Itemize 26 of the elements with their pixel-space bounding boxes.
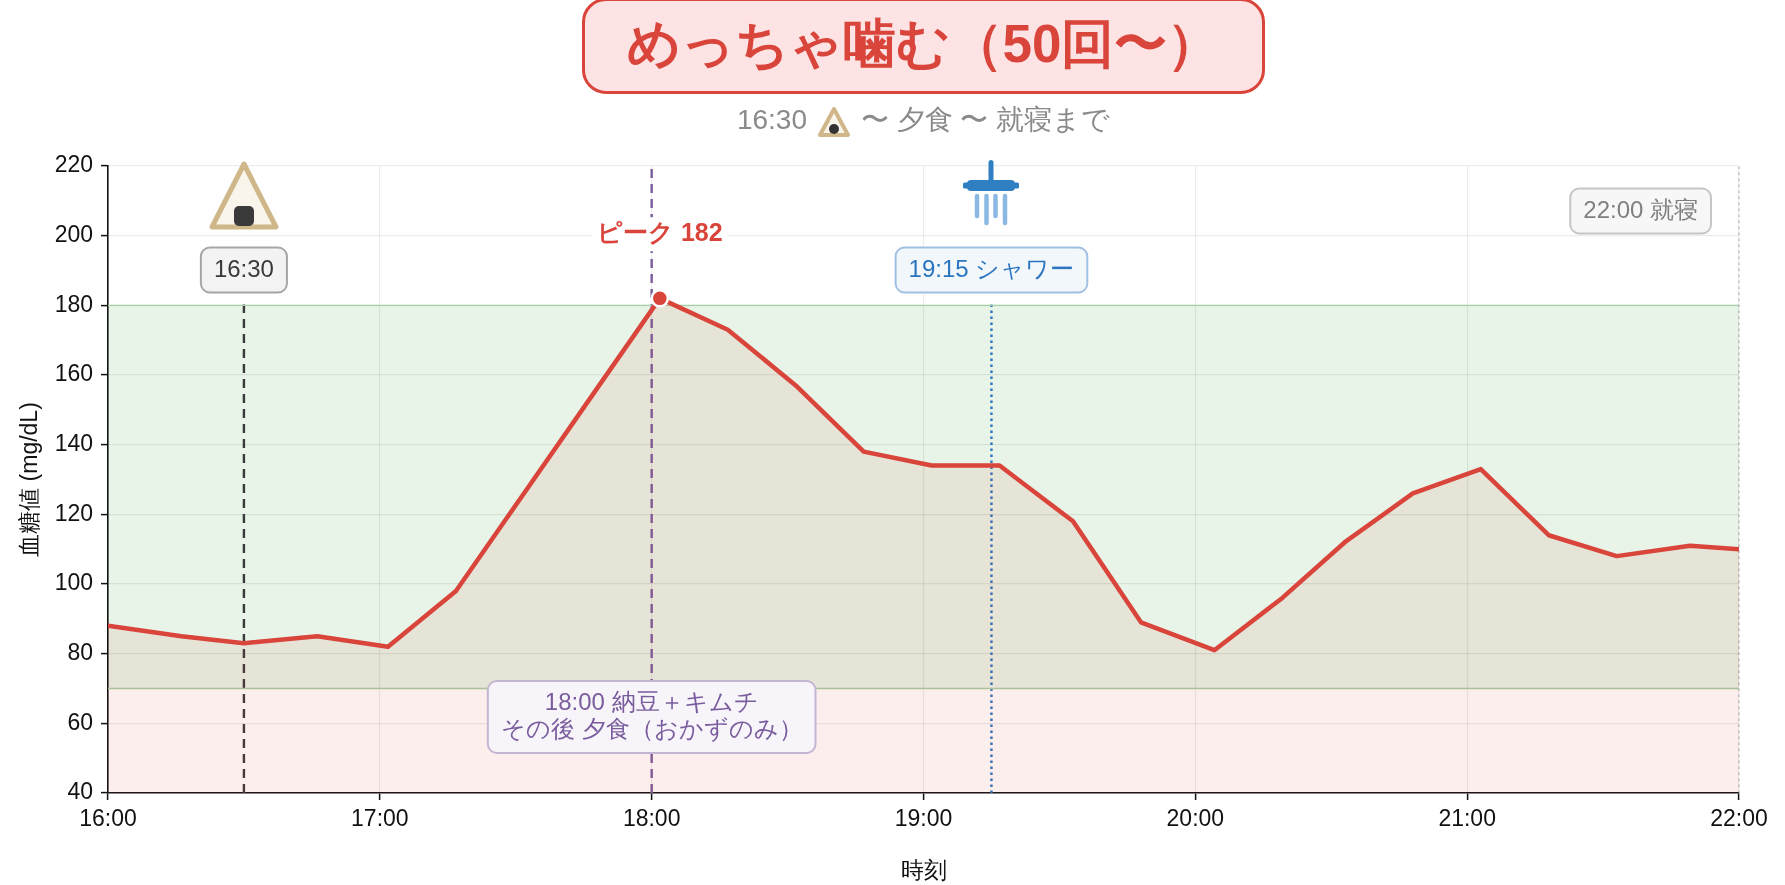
ref-line-label: 18:00 納豆＋キムチその後 夕食（おかずのみ） — [500, 688, 803, 743]
y-tick-label: 200 — [54, 221, 93, 248]
y-tick-label: 40 — [67, 778, 93, 805]
ref-line-label: 16:30 — [213, 254, 274, 282]
x-tick-label: 19:00 — [894, 805, 953, 832]
annotation: ピーク 182 — [596, 218, 723, 247]
ref-line-label: 19:15 シャワー — [908, 254, 1075, 282]
y-tick-label: 100 — [54, 569, 93, 596]
x-tick-label: 22:00 — [1710, 805, 1768, 832]
y-tick-label: 180 — [54, 290, 93, 317]
text: 16:30 〜 夕食 〜 就寝まで — [736, 104, 1111, 135]
x-tick-label: 16:00 — [79, 805, 137, 832]
chart-title: めっちゃ噛む（50回〜） — [581, 0, 1266, 95]
x-tick-label: 17:00 — [351, 805, 409, 832]
y-tick-label: 120 — [54, 499, 93, 526]
y-tick-label: 80 — [67, 639, 93, 666]
y-tick-label: 160 — [54, 360, 93, 387]
y-axis-title: 血糖値 (mg/dL) — [16, 402, 43, 557]
y-tick-label: 220 — [54, 151, 93, 178]
x-tick-label: 21:00 — [1438, 805, 1496, 832]
x-tick-label: 20:00 — [1166, 805, 1225, 832]
ref-line-label: 22:00 就寝 — [1583, 195, 1698, 223]
y-tick-label: 140 — [54, 430, 93, 457]
x-axis-title: 時刻 — [900, 856, 947, 883]
x-tick-label: 18:00 — [622, 805, 681, 832]
y-tick-label: 60 — [67, 708, 93, 735]
